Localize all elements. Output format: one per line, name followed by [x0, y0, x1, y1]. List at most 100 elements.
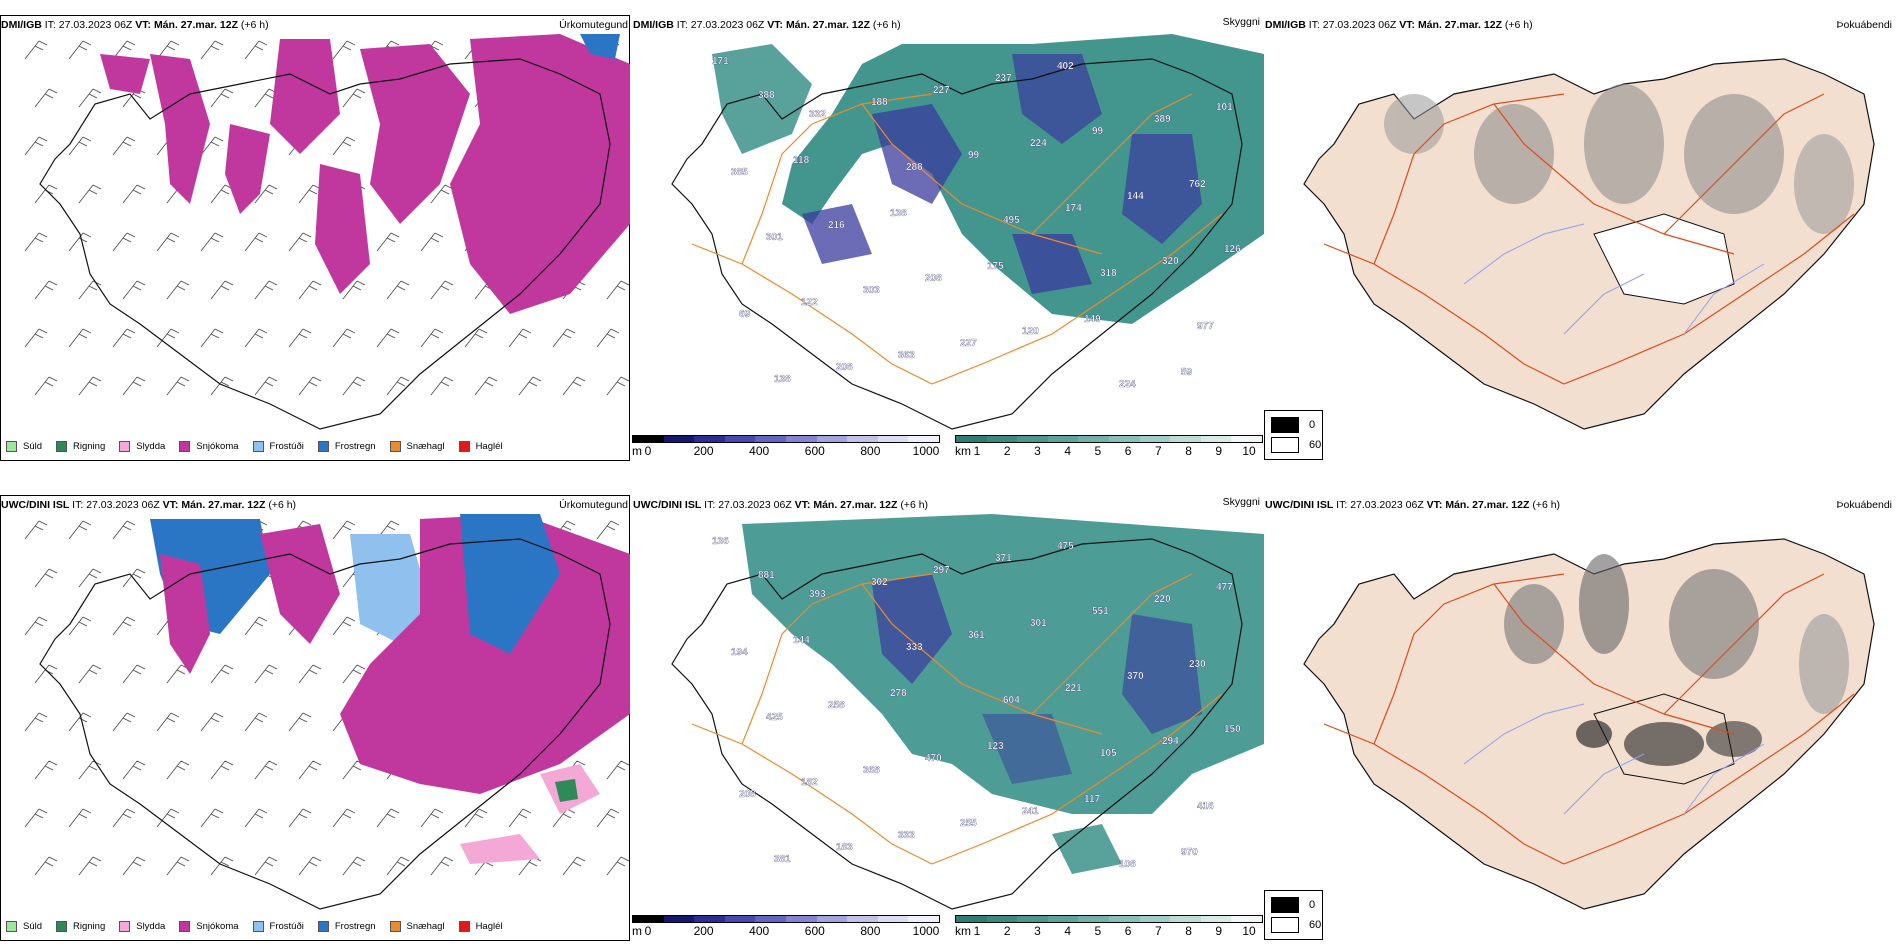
wind-barb — [122, 568, 146, 588]
cloud-base-value: 118 — [793, 155, 810, 166]
colorbar-tick-label: 10 — [1242, 444, 1256, 458]
wind-barb — [68, 40, 92, 60]
wind-barb — [376, 232, 400, 252]
wind-barb — [166, 664, 190, 684]
legend-label: Haglél — [475, 440, 503, 452]
colorbar-tick-label: 0 — [644, 444, 652, 458]
colorbar-tick-label: 10 — [1242, 924, 1256, 938]
model-name: UWC/DINI ISL — [1, 499, 70, 511]
wind-barb — [244, 232, 268, 252]
legend-item: Haglél — [458, 920, 503, 932]
panel-header: UWC/DINI ISL IT: 27.03.2023 06Z VT: Mán.… — [633, 499, 929, 511]
wind-barb — [112, 232, 136, 252]
wind-barb — [298, 376, 322, 396]
colorbar-tick-label: 1000 — [912, 924, 940, 938]
colorbar-tick-label: 2 — [1003, 924, 1011, 938]
cloud-base-value: 881 — [758, 570, 775, 581]
precip-areas — [150, 514, 630, 864]
legend-swatch — [179, 920, 191, 932]
legend-item: Snjókoma — [179, 920, 239, 932]
wind-barb — [596, 328, 620, 348]
cloud-base-value: 227 — [933, 85, 950, 96]
fog-panel: UWC/DINI ISL IT: 27.03.2023 06Z VT: Mán.… — [1264, 480, 1900, 950]
cloud-base-value: 278 — [890, 688, 907, 699]
legend-swatch — [179, 440, 191, 452]
wind-barb — [210, 856, 234, 876]
wind-barb — [596, 808, 620, 828]
wind-barb — [386, 280, 410, 300]
cloud-base-value: 762 — [1189, 179, 1206, 190]
precip-areas — [100, 34, 630, 314]
cloud-base-value: 363 — [898, 350, 915, 361]
cloud-base-value: 182 — [801, 777, 818, 788]
legend-label: Frostúði — [269, 440, 304, 452]
cloud-base-value: 470 — [925, 753, 942, 764]
glacier — [1593, 693, 1735, 785]
cloud-base-value: 144 — [793, 635, 810, 646]
cloud-base-value: 551 — [1092, 606, 1109, 617]
cloud-base-value: 288 — [906, 162, 923, 173]
wind-barb — [342, 280, 366, 300]
wind-barb — [562, 856, 586, 876]
wind-barb — [34, 184, 58, 204]
wind-barb — [166, 280, 190, 300]
panel-header: DMI/IGB IT: 27.03.2023 06Z VT: Mán. 27.m… — [1265, 19, 1533, 31]
cloud-base-value: 301 — [1030, 618, 1047, 629]
wind-barb — [78, 568, 102, 588]
cloud-base-value: 144 — [1127, 191, 1144, 202]
cloud-base-value: 258 — [828, 700, 845, 711]
cloud-base-value: 208 — [925, 273, 942, 284]
wind-barb — [342, 664, 366, 684]
cloud-base-value: 122 — [801, 297, 818, 308]
wind-barb — [332, 40, 356, 60]
wind-barb — [342, 856, 366, 876]
cloud-base-value: 302 — [871, 577, 888, 588]
legend-label: Haglél — [475, 920, 503, 932]
wind-barb — [210, 376, 234, 396]
cloud-base-value: 370 — [1127, 671, 1144, 682]
wind-barb — [244, 712, 268, 732]
cloud-base-value: 389 — [1154, 114, 1171, 125]
cloud-base-value: 368 — [863, 765, 880, 776]
legend-swatch — [389, 920, 401, 932]
wind-barb — [78, 664, 102, 684]
cloud-base-value: 188 — [871, 97, 888, 108]
fog-map — [1303, 58, 1875, 430]
wind-barb — [332, 616, 356, 636]
road-network — [691, 93, 1223, 385]
river-network — [1463, 703, 1765, 815]
colorbar-tick-label: 800 — [860, 444, 881, 458]
wind-barb — [342, 376, 366, 396]
valid-time: Mán. 27.mar. 12Z — [181, 499, 266, 511]
wind-barb — [244, 328, 268, 348]
wind-barb — [112, 808, 136, 828]
fog-map — [1303, 538, 1875, 910]
cloud-base-value: 221 — [1065, 683, 1082, 694]
cloud-base-value: 224 — [1030, 138, 1047, 149]
colorbar-tick-label: 8 — [1185, 924, 1192, 938]
wind-barb — [78, 280, 102, 300]
cloud-base-value: 361 — [968, 630, 985, 641]
cloud-base-value: 388 — [758, 90, 775, 101]
colorbar-tick-label: 8 — [1185, 444, 1192, 458]
wind-barb — [342, 88, 366, 108]
wind-barb — [386, 376, 410, 396]
legend-swatch — [252, 440, 264, 452]
cloud-base-value: 101 — [1216, 102, 1233, 113]
cloud-base-value: 105 — [1100, 748, 1117, 759]
legend-label: Frostregn — [334, 920, 376, 932]
model-row-uwc: UWC/DINI ISL IT: 27.03.2023 06Z VT: Mán.… — [0, 480, 1900, 950]
wind-barb — [122, 184, 146, 204]
iceland-coastline — [39, 538, 611, 910]
wind-barb — [508, 328, 532, 348]
wind-barb — [156, 232, 180, 252]
wind-barb — [156, 328, 180, 348]
colorbar-tick-label: 0 — [644, 924, 652, 938]
wind-barb — [254, 664, 278, 684]
colorbar-tick-label: 1000 — [912, 444, 940, 458]
cloud-base-value: 333 — [898, 830, 915, 841]
wind-barb — [474, 376, 498, 396]
initial-time: 27.03.2023 06Z — [58, 19, 133, 31]
cloud-base-value: 475 — [1057, 541, 1074, 552]
wind-barb — [34, 760, 58, 780]
